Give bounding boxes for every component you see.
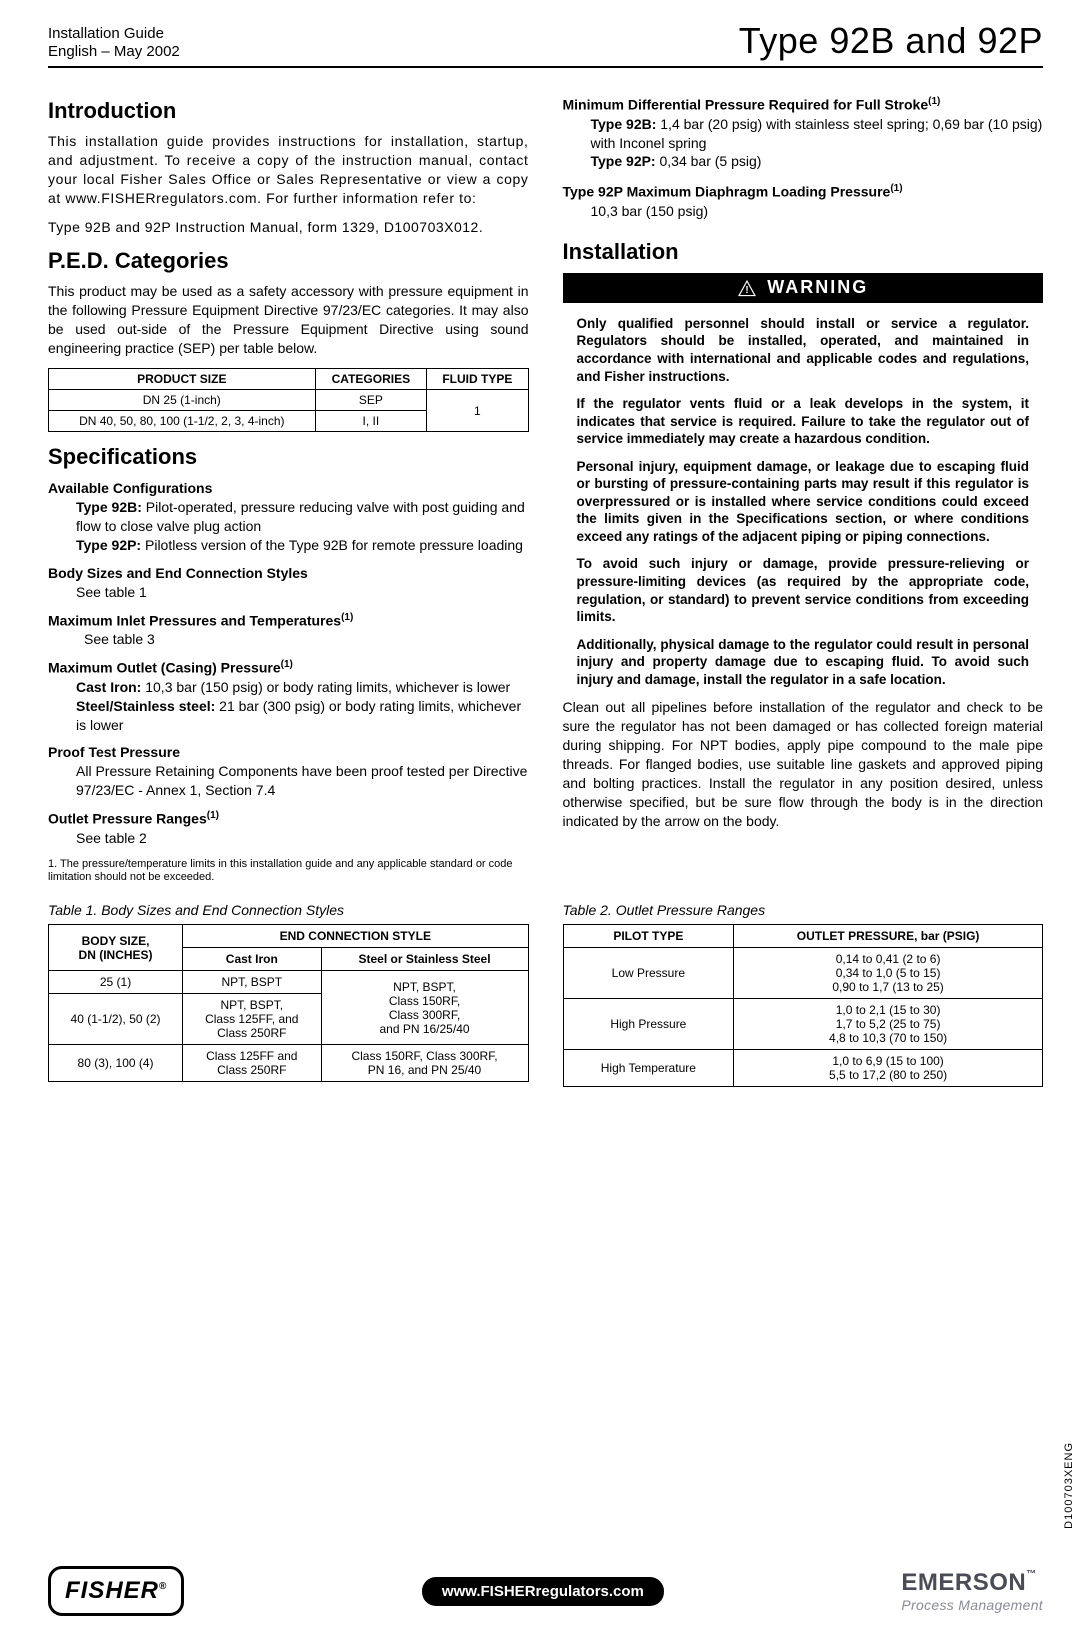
ped-r1-cat: SEP (315, 390, 427, 411)
footnote-1: 1. The pressure/temperature limits in th… (48, 858, 529, 884)
mdl-heading: Type 92P Maximum Diaphragm Loading Press… (563, 183, 1044, 200)
emerson-name: EMERSON™ (901, 1569, 1043, 1597)
ped-heading: P.E.D. Categories (48, 248, 529, 274)
table2-box: Table 2. Outlet Pressure Ranges PILOT TY… (563, 902, 1044, 1087)
t1-th-steel: Steel or Stainless Steel (321, 948, 528, 971)
spec-body-1: See table 1 (48, 583, 529, 602)
t2-th-out: OUTLET PRESSURE, bar (PSIG) (734, 925, 1043, 948)
t2-r2-out: 1,0 to 2,1 (15 to 30) 1,7 to 5,2 (25 to … (734, 999, 1043, 1050)
header-guide: Installation Guide (48, 25, 180, 44)
right-column: Minimum Differential Pressure Required f… (563, 86, 1044, 884)
warning-para-0: Only qualified personnel should install … (577, 315, 1030, 385)
warning-para-3: To avoid such injury or damage, provide … (577, 555, 1030, 625)
table1: BODY SIZE, DN (INCHES) END CONNECTION ST… (48, 924, 529, 1082)
spec-body-3: Cast Iron: 10,3 bar (150 psig) or body r… (48, 678, 529, 735)
t1-r1-cast: NPT, BSPT (183, 971, 321, 994)
ped-th-fluid: FLUID TYPE (427, 369, 528, 390)
spec-head-5: Outlet Pressure Ranges(1) (48, 810, 529, 827)
t1-r3-steel: Class 150RF, Class 300RF, PN 16, and PN … (321, 1045, 528, 1082)
mdl-body: 10,3 bar (150 psig) (563, 202, 1044, 221)
t1-r1-size: 25 (1) (49, 971, 183, 994)
t2-r3-pilot: High Temperature (563, 1050, 734, 1087)
t1-r3-size: 80 (3), 100 (4) (49, 1045, 183, 1082)
warning-icon: ! (737, 279, 757, 297)
clean-para: Clean out all pipelines before installat… (563, 698, 1044, 830)
mdp-heading: Minimum Differential Pressure Required f… (563, 96, 1044, 113)
fisher-logo: FISHER® (48, 1566, 184, 1616)
main-columns: Introduction This installation guide pro… (48, 86, 1043, 884)
t1-th-cast: Cast Iron (183, 948, 321, 971)
warning-label: WARNING (767, 277, 868, 298)
table1-caption: Table 1. Body Sizes and End Connection S… (48, 902, 529, 918)
t2-r2-pilot: High Pressure (563, 999, 734, 1050)
t1-r2-cast: NPT, BSPT, Class 125FF, and Class 250RF (183, 994, 321, 1045)
t1-th-body: BODY SIZE, DN (INCHES) (49, 925, 183, 971)
spec-head-3: Maximum Outlet (Casing) Pressure(1) (48, 659, 529, 676)
side-doc-code: D100703XENG (1063, 1442, 1075, 1529)
mdp-sup: (1) (928, 96, 940, 107)
fisher-reg-mark: ® (159, 1581, 167, 1592)
t1-r1-steel: NPT, BSPT, Class 150RF, Class 300RF, and… (321, 971, 528, 1045)
ped-th-cat: CATEGORIES (315, 369, 427, 390)
intro-heading: Introduction (48, 98, 529, 124)
spec-body-0: Type 92B: Pilot-operated, pressure reduc… (48, 498, 529, 555)
spec-head-1: Body Sizes and End Connection Styles (48, 565, 529, 581)
mdl-heading-text: Type 92P Maximum Diaphragm Loading Press… (563, 184, 891, 200)
table2: PILOT TYPE OUTLET PRESSURE, bar (PSIG) L… (563, 924, 1044, 1087)
left-column: Introduction This installation guide pro… (48, 86, 529, 884)
ped-r2-cat: I, II (315, 411, 427, 432)
ped-th-size: PRODUCT SIZE (49, 369, 316, 390)
warning-bar: ! WARNING (563, 273, 1044, 303)
t2-th-pilot: PILOT TYPE (563, 925, 734, 948)
emerson-sub: Process Management (901, 1597, 1043, 1613)
t1-r2-size: 40 (1-1/2), 50 (2) (49, 994, 183, 1045)
table2-caption: Table 2. Outlet Pressure Ranges (563, 902, 1044, 918)
spec-heading: Specifications (48, 444, 529, 470)
header-title: Type 92B and 92P (739, 20, 1043, 62)
intro-para-2: Type 92B and 92P Instruction Manual, for… (48, 218, 529, 237)
ped-r2-size: DN 40, 50, 80, 100 (1-1/2, 2, 3, 4-inch) (49, 411, 316, 432)
warning-block: Only qualified personnel should install … (563, 315, 1044, 688)
svg-text:!: ! (746, 285, 749, 296)
ped-table: PRODUCT SIZE CATEGORIES FLUID TYPE DN 25… (48, 368, 529, 432)
install-heading: Installation (563, 239, 1044, 265)
warning-para-2: Personal injury, equipment damage, or le… (577, 458, 1030, 546)
emerson-text: EMERSON (901, 1569, 1026, 1596)
emerson-logo: EMERSON™ Process Management (901, 1569, 1043, 1613)
header-left: Installation Guide English – May 2002 (48, 25, 180, 63)
t1-th-endconn: END CONNECTION STYLE (183, 925, 528, 948)
table1-box: Table 1. Body Sizes and End Connection S… (48, 902, 529, 1087)
header-lang-date: English – May 2002 (48, 43, 180, 62)
ped-fluid: 1 (427, 390, 528, 432)
spec-head-0: Available Configurations (48, 480, 529, 496)
warning-para-1: If the regulator vents fluid or a leak d… (577, 395, 1030, 448)
mdl-sup: (1) (890, 183, 902, 194)
t2-r1-out: 0,14 to 0,41 (2 to 6) 0,34 to 1,0 (5 to … (734, 948, 1043, 999)
spec-head-2: Maximum Inlet Pressures and Temperatures… (48, 612, 529, 629)
spec-body-4: All Pressure Retaining Components have b… (48, 762, 529, 800)
spec-head-4: Proof Test Pressure (48, 744, 529, 760)
page-footer: FISHER® www.FISHERregulators.com EMERSON… (0, 1566, 1091, 1616)
ped-para: This product may be used as a safety acc… (48, 282, 529, 358)
mdp-body: Type 92B: 1,4 bar (20 psig) with stainle… (563, 115, 1044, 172)
spec-body-2: See table 3 (48, 630, 529, 649)
warning-para-4: Additionally, physical damage to the reg… (577, 636, 1030, 689)
t2-r3-out: 1,0 to 6,9 (15 to 100) 5,5 to 17,2 (80 t… (734, 1050, 1043, 1087)
emerson-tm: ™ (1026, 1569, 1037, 1580)
spec-container: Available Configurations Type 92B: Pilot-… (48, 480, 529, 848)
footer-url: www.FISHERregulators.com (422, 1577, 664, 1606)
t2-r1-pilot: Low Pressure (563, 948, 734, 999)
tables-row: Table 1. Body Sizes and End Connection S… (48, 902, 1043, 1087)
intro-para-1: This installation guide provides instruc… (48, 132, 529, 208)
page-header: Installation Guide English – May 2002 Ty… (48, 20, 1043, 68)
spec-body-5: See table 2 (48, 829, 529, 848)
fisher-logo-text: FISHER (65, 1577, 159, 1604)
ped-r1-size: DN 25 (1-inch) (49, 390, 316, 411)
mdp-heading-text: Minimum Differential Pressure Required f… (563, 97, 929, 113)
t1-r3-cast: Class 125FF and Class 250RF (183, 1045, 321, 1082)
